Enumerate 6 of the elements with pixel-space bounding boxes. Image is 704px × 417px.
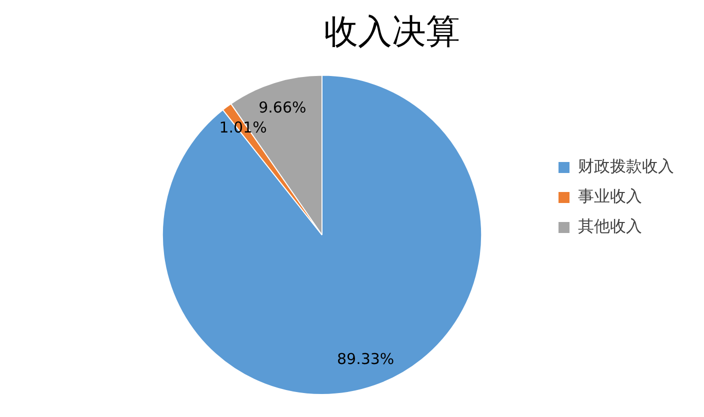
data-label: 89.33% [336, 350, 394, 368]
legend-label: 财政拨款收入 [578, 156, 674, 176]
legend-label: 事业收入 [578, 186, 642, 206]
data-label: 9.66% [258, 98, 306, 116]
legend-label: 其他收入 [578, 216, 642, 236]
chart-title: 收入决算 [324, 12, 460, 52]
